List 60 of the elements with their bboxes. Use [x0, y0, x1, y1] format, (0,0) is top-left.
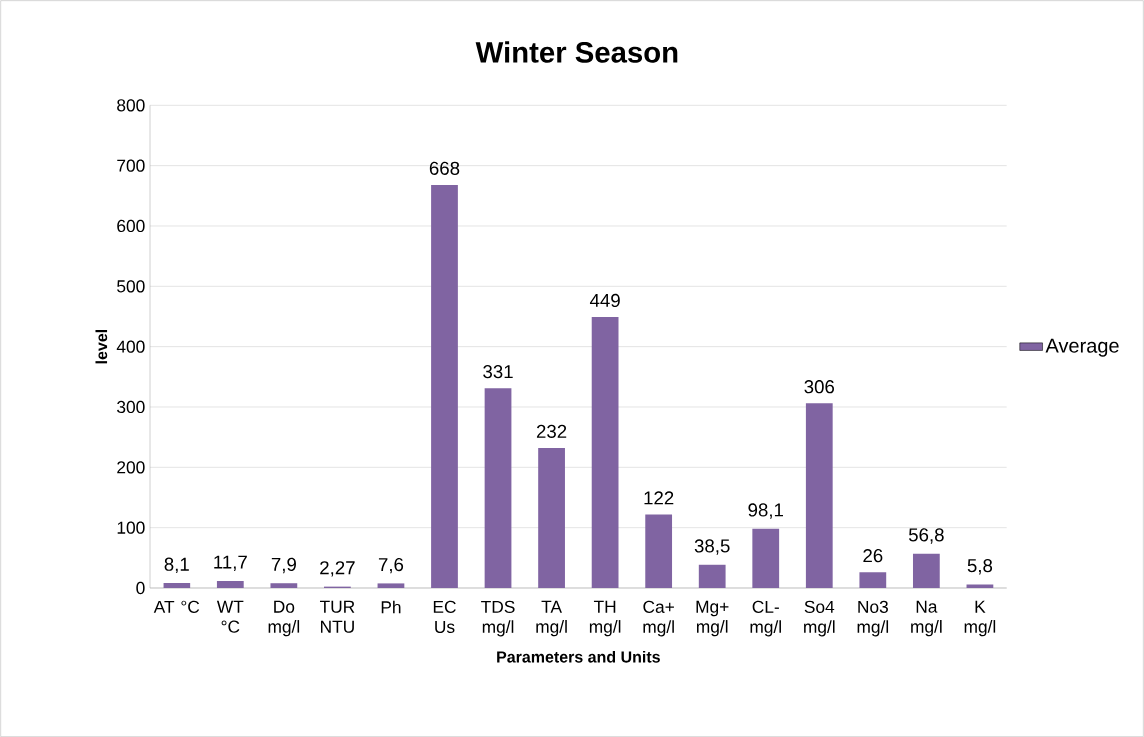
x-tick-label: TUR NTU [319, 600, 355, 633]
y-tick-label: 500 [117, 280, 145, 293]
y-tick-label: 100 [117, 521, 145, 534]
y-tick-label: 700 [117, 159, 145, 172]
data-label: 668 [429, 161, 460, 175]
x-tick-label: Mg+ mg/l [696, 600, 729, 637]
x-tick-label: AT °C [153, 600, 200, 613]
data-label: 2,27 [320, 560, 355, 577]
x-tick-label: Do mg/l [268, 600, 300, 637]
bar [270, 583, 298, 588]
bar [645, 514, 673, 588]
data-label: 7,9 [271, 557, 296, 574]
data-label: 8,1 [164, 557, 189, 573]
x-tick-label: EC Us [433, 600, 456, 633]
data-label: 122 [644, 491, 674, 505]
x-tick-label: Ca+ mg/l [643, 600, 674, 637]
chart-title: Winter Season [475, 41, 678, 63]
y-tick-label: 800 [117, 99, 145, 112]
x-tick-label: No3 mg/l [857, 600, 889, 637]
data-label: 26 [863, 548, 883, 563]
data-label: 98,1 [748, 503, 783, 519]
bar [538, 447, 565, 588]
bar [912, 553, 940, 588]
bar [216, 580, 244, 588]
y-tick-label: 0 [136, 581, 145, 594]
bar [805, 403, 833, 588]
bar [484, 388, 512, 588]
y-tick-label: 200 [117, 461, 145, 474]
bar [859, 572, 887, 588]
data-label: 232 [536, 424, 567, 438]
bar [431, 184, 458, 588]
bar [377, 583, 405, 588]
x-tick-label: WT °C [216, 600, 244, 633]
x-tick-label: CL- mg/l [750, 600, 781, 637]
x-tick-label: So4 mg/l [804, 600, 835, 637]
data-label: 11,7 [214, 555, 247, 571]
bar [163, 582, 191, 588]
data-label: 7,6 [378, 557, 404, 574]
y-tick-label: 600 [117, 219, 145, 232]
y-axis-title: level [95, 329, 108, 364]
x-axis-title: Parameters and Units [497, 650, 660, 663]
data-label: 38,5 [694, 539, 730, 555]
legend-label: Average [1045, 338, 1119, 357]
x-tick-label: K mg/l [964, 600, 996, 637]
data-label: 306 [804, 379, 835, 394]
bar [966, 584, 994, 588]
data-label: 331 [483, 364, 513, 379]
x-tick-label: TDS mg/l [481, 600, 515, 637]
data-label: 449 [589, 293, 620, 307]
bar [591, 316, 619, 588]
data-label: 56,8 [908, 528, 944, 544]
data-label: 5,8 [967, 558, 993, 575]
x-tick-label: TA mg/l [536, 600, 567, 637]
x-tick-label: Ph [381, 600, 401, 614]
bar [698, 564, 726, 588]
x-tick-label: TH mg/l [589, 600, 621, 637]
y-tick-label: 300 [117, 400, 145, 413]
x-tick-label: Na mg/l [911, 600, 942, 637]
y-tick-label: 400 [116, 340, 145, 353]
bar [752, 528, 780, 588]
